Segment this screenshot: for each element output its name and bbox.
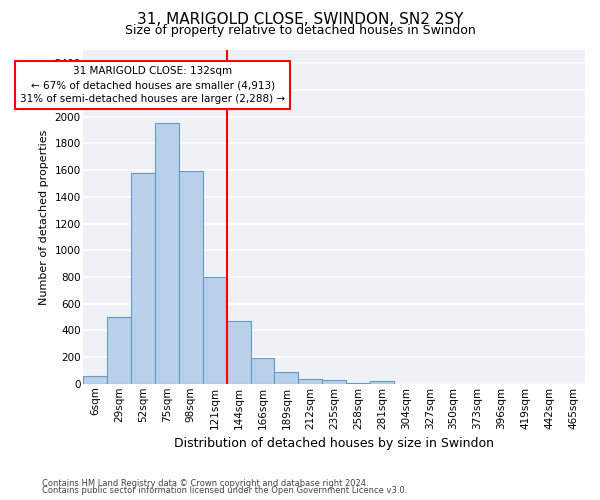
Text: 31, MARIGOLD CLOSE, SWINDON, SN2 2SY: 31, MARIGOLD CLOSE, SWINDON, SN2 2SY — [137, 12, 463, 28]
Bar — [227, 321, 251, 384]
X-axis label: Distribution of detached houses by size in Swindon: Distribution of detached houses by size … — [174, 437, 494, 450]
Y-axis label: Number of detached properties: Number of detached properties — [39, 129, 49, 304]
Bar — [179, 172, 203, 384]
Bar — [251, 358, 274, 384]
Text: 31 MARIGOLD CLOSE: 132sqm
← 67% of detached houses are smaller (4,913)
31% of se: 31 MARIGOLD CLOSE: 132sqm ← 67% of detac… — [20, 66, 285, 104]
Bar — [298, 379, 322, 384]
Bar — [83, 376, 107, 384]
Bar — [346, 383, 370, 384]
Text: Contains HM Land Registry data © Crown copyright and database right 2024.: Contains HM Land Registry data © Crown c… — [42, 478, 368, 488]
Text: Size of property relative to detached houses in Swindon: Size of property relative to detached ho… — [125, 24, 475, 37]
Bar — [274, 372, 298, 384]
Bar — [107, 317, 131, 384]
Bar — [155, 124, 179, 384]
Bar — [131, 173, 155, 384]
Bar — [203, 277, 227, 384]
Bar — [370, 381, 394, 384]
Bar — [322, 380, 346, 384]
Text: Contains public sector information licensed under the Open Government Licence v3: Contains public sector information licen… — [42, 486, 407, 495]
